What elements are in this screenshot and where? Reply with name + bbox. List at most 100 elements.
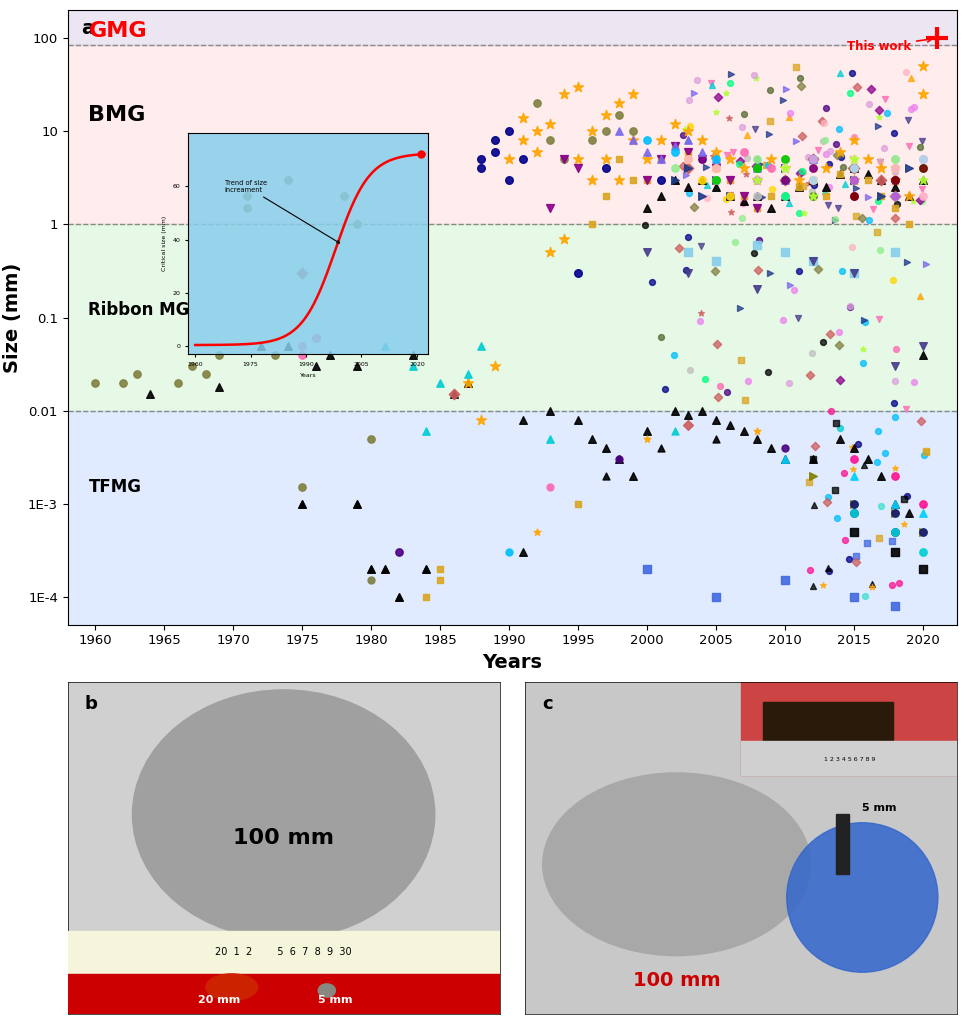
Point (805, 253, 820, 269)
Point (88, 375, 103, 391)
Point (830, 147, 845, 164)
Point (253, 337, 269, 353)
Point (626, 132, 641, 148)
Point (143, 386, 159, 402)
Point (692, 312, 708, 329)
Point (777, 439, 793, 456)
Point (846, 188, 862, 205)
Point (888, 172, 903, 188)
Point (846, 188, 862, 205)
Point (571, 79, 586, 95)
Point (818, 146, 834, 163)
Point (681, 245, 696, 261)
Point (915, 523, 930, 540)
Point (667, 402, 683, 419)
Point (915, 337, 930, 353)
Point (667, 160, 683, 176)
Point (267, 346, 282, 362)
Point (693, 239, 709, 255)
Point (846, 172, 862, 188)
Point (832, 121, 847, 137)
Point (836, 176, 852, 193)
Point (212, 379, 227, 395)
Point (687, 85, 702, 101)
Point (763, 82, 778, 98)
Point (719, 146, 735, 163)
Point (846, 589, 862, 605)
Point (170, 375, 186, 391)
Point (916, 447, 931, 464)
Text: BMG: BMG (88, 104, 146, 125)
Point (626, 123, 641, 139)
Point (501, 152, 516, 168)
Point (888, 188, 903, 205)
Point (781, 110, 797, 126)
Point (850, 435, 865, 452)
Point (612, 451, 628, 467)
Point (888, 210, 903, 226)
Point (805, 152, 820, 168)
Point (819, 494, 835, 510)
Point (308, 330, 324, 346)
Point (748, 70, 764, 86)
Point (487, 132, 503, 148)
Point (746, 67, 761, 83)
Point (915, 505, 930, 521)
Point (806, 437, 822, 454)
Point (786, 282, 802, 298)
Point (870, 194, 886, 210)
Point (848, 180, 864, 197)
Point (888, 505, 903, 521)
Point (639, 172, 655, 188)
Point (816, 334, 832, 350)
Point (833, 420, 848, 436)
Point (584, 172, 600, 188)
Point (777, 172, 793, 188)
Point (805, 188, 820, 205)
Point (777, 451, 793, 467)
Point (708, 412, 723, 428)
Point (738, 166, 753, 182)
Point (681, 152, 696, 168)
Point (805, 172, 820, 188)
Point (899, 487, 915, 504)
Point (723, 204, 739, 220)
Point (912, 288, 927, 304)
Point (722, 172, 738, 188)
Point (725, 143, 741, 160)
Point (777, 160, 793, 176)
Point (391, 544, 406, 560)
Point (885, 534, 900, 550)
Point (703, 75, 718, 91)
Point (777, 160, 793, 176)
Point (612, 123, 628, 139)
Point (888, 172, 903, 188)
Point (294, 346, 309, 362)
Point (763, 200, 778, 216)
Point (658, 381, 673, 397)
Point (869, 454, 885, 470)
Point (598, 468, 613, 484)
Point (846, 505, 862, 521)
Point (793, 78, 808, 94)
Point (861, 188, 876, 205)
Ellipse shape (787, 822, 938, 972)
Point (846, 160, 862, 176)
Point (680, 132, 695, 148)
Point (824, 402, 839, 419)
Point (864, 202, 880, 218)
Point (736, 193, 751, 209)
Point (846, 160, 862, 176)
Point (874, 172, 890, 188)
Point (903, 100, 919, 117)
Point (683, 118, 698, 134)
Point (693, 304, 709, 321)
Point (654, 329, 669, 345)
Point (777, 152, 793, 168)
Point (860, 152, 875, 168)
Point (888, 160, 903, 176)
Point (801, 150, 816, 166)
Point (749, 200, 765, 216)
Point (906, 374, 922, 390)
Point (681, 143, 696, 160)
